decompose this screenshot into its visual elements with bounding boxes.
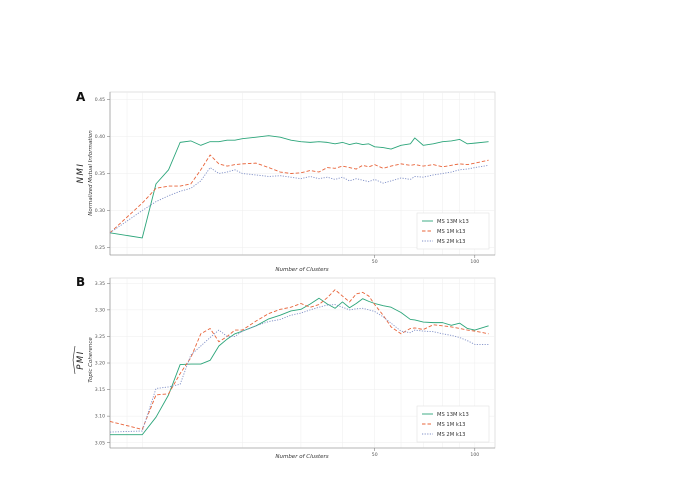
y-tick-label: 3.35 xyxy=(95,281,105,287)
y-ticks-a: 0.25 0.30 0.35 0.40 0.45 xyxy=(95,92,111,255)
y-tick-label: 3.25 xyxy=(95,334,105,340)
y-tick-label: 0.35 xyxy=(95,171,105,177)
x-tick-label: 100 xyxy=(470,259,479,265)
y-tick-label: 3.15 xyxy=(95,387,105,393)
legend-b: MS 13M k13 MS 1M k13 MS 2M k13 xyxy=(416,405,490,443)
y-axis-math-hat-b xyxy=(72,345,76,375)
series-line-b-0 xyxy=(110,297,489,436)
y-axis-label-a: Normalized Mutual Information xyxy=(88,130,94,216)
x-ticks-b: 50 100 xyxy=(110,447,495,458)
grid-b xyxy=(109,278,495,448)
series-line-a-1 xyxy=(109,154,489,234)
y-tick-label: 0.40 xyxy=(95,134,105,140)
panel-b: B 3.05 3.10 3.15 3.20 3.25 3.30 3.35 50 100 PMI… xyxy=(72,275,496,460)
x-axis-label-b: Number of Clusters xyxy=(275,454,328,460)
y-tick-label: 3.20 xyxy=(95,361,105,367)
y-tick-label: 3.05 xyxy=(95,440,105,446)
legend-label: MS 2M k13 xyxy=(437,432,465,438)
y-axis-math-label-b: PMI xyxy=(76,350,86,369)
series-line-b-1 xyxy=(109,289,489,430)
legend-label: MS 2M k13 xyxy=(437,239,465,245)
panel-label-b: B xyxy=(76,275,85,289)
panel-a: A 0.25 0.30 0.35 0.40 0.45 50 100 NMI Normali… xyxy=(76,90,496,273)
legend-label: MS 13M k13 xyxy=(437,412,469,418)
y-tick-label: 0.30 xyxy=(95,208,105,214)
series-a xyxy=(109,135,489,239)
series-b xyxy=(109,289,489,436)
x-tick-label: 100 xyxy=(470,452,479,458)
x-tick-label: 50 xyxy=(372,259,378,265)
y-tick-label: 0.25 xyxy=(95,245,105,251)
legend-a: MS 13M k13 MS 1M k13 MS 2M k13 xyxy=(416,212,490,250)
y-axis-label-b: Topic Coherence xyxy=(88,337,94,383)
x-ticks-a: 50 100 xyxy=(110,254,495,265)
legend-label: MS 1M k13 xyxy=(437,422,465,428)
legend-label: MS 13M k13 xyxy=(437,219,469,225)
y-axis-math-label-a: NMI xyxy=(76,163,86,184)
x-tick-label: 50 xyxy=(372,452,378,458)
x-axis-label-a: Number of Clusters xyxy=(275,267,328,273)
series-line-a-0 xyxy=(109,135,489,239)
series-line-a-2 xyxy=(109,164,489,234)
panel-label-a: A xyxy=(76,90,86,104)
legend-label: MS 1M k13 xyxy=(437,229,465,235)
y-tick-label: 3.30 xyxy=(95,307,105,313)
y-ticks-b: 3.05 3.10 3.15 3.20 3.25 3.30 3.35 xyxy=(95,278,111,448)
y-tick-label: 0.45 xyxy=(95,97,105,103)
y-tick-label: 3.10 xyxy=(95,414,105,420)
